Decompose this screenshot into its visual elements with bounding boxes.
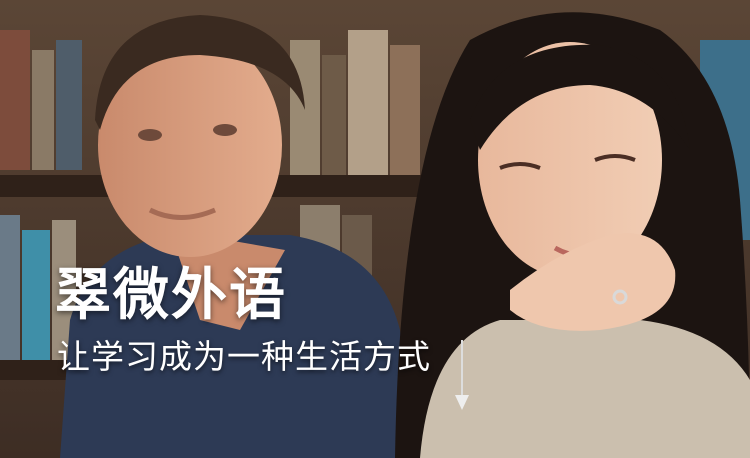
woman-figure bbox=[395, 12, 750, 458]
man-figure bbox=[60, 15, 415, 458]
brand-tagline: 让学习成为一种生活方式 bbox=[57, 337, 431, 376]
brand-headline: 翠微外语 bbox=[55, 263, 287, 328]
